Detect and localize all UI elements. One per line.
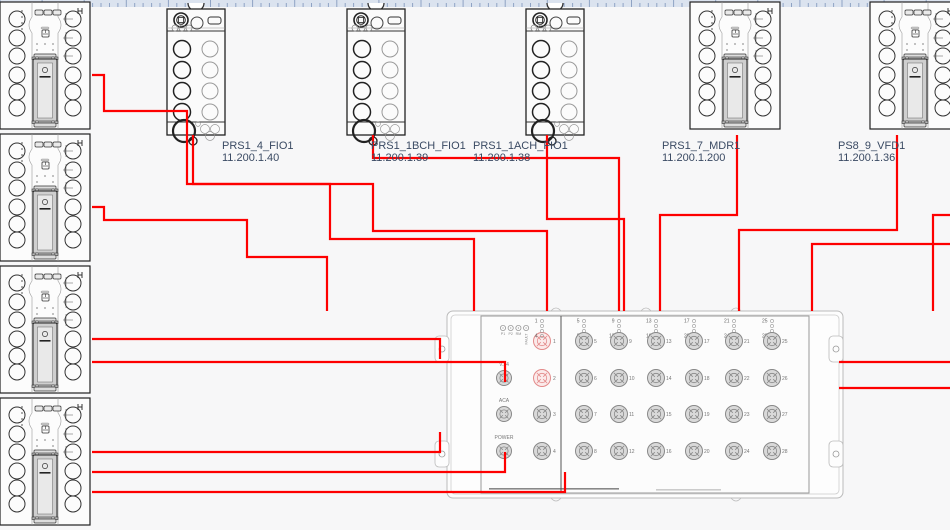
svg-text:11.200.1.40: 11.200.1.40 [222,152,279,164]
svg-text:PRS1_4_FIO1: PRS1_4_FIO1 [222,140,294,152]
svg-text:11.200.1.200: 11.200.1.200 [662,152,725,164]
svg-text:PS8_9_VFD1: PS8_9_VFD1 [838,140,905,152]
svg-text:PRS1_1BCH_FIO1: PRS1_1BCH_FIO1 [371,140,466,152]
svg-text:PRS1_1ACH_FIO1: PRS1_1ACH_FIO1 [473,140,568,152]
svg-text:11.200.1.38: 11.200.1.38 [473,152,530,164]
svg-text:PRS1_7_MDR1: PRS1_7_MDR1 [662,140,740,152]
svg-text:11.200.1.36: 11.200.1.36 [838,152,895,164]
svg-text:11.200.1.39: 11.200.1.39 [371,152,428,164]
